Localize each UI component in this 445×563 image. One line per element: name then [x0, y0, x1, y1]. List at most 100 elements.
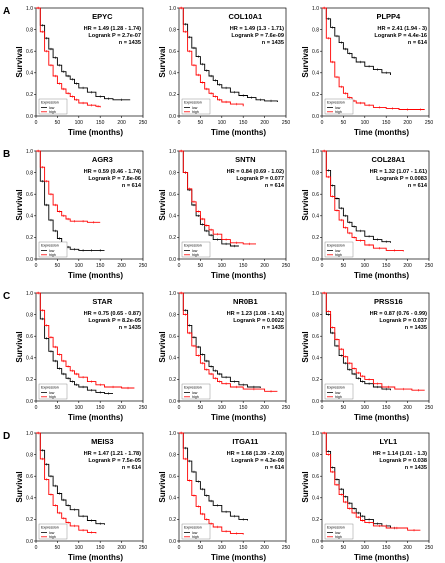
y-tick-label: 0.0	[26, 539, 33, 545]
x-tick-label: 0	[35, 545, 38, 551]
legend-box	[38, 523, 68, 540]
x-tick-label: 0	[321, 263, 324, 269]
survival-curve-low	[322, 150, 391, 243]
y-tick-label: 0.6	[169, 49, 176, 55]
km-plot-lyl1: 0 50 100 150 200 250 0.0 0.2 0.4 0.6 0.8 1.0 Time (m…	[301, 431, 433, 562]
x-tick-label: 100	[218, 405, 227, 411]
y-tick-label: 0.2	[312, 377, 319, 383]
plot-frame	[178, 292, 287, 402]
km-plot-agr3: 0 50 100 150 200 250 0.0 0.2 0.4 0.6 0.8 1.0 Time (m…	[15, 149, 147, 280]
hazard-ratio: HR = 1.68 (1.39 - 2.03)	[227, 451, 285, 457]
hazard-ratio: HR = 1.49 (1.3 - 1.71)	[230, 26, 284, 32]
y-tick-label: 0.2	[169, 377, 176, 383]
x-tick-label: 250	[139, 545, 148, 551]
y-tick-label: 0.6	[26, 474, 33, 480]
y-tick-label: 0.2	[26, 235, 33, 241]
x-tick-label: 0	[35, 120, 38, 126]
legend-label-high: high	[49, 535, 56, 539]
x-tick-label: 0	[321, 545, 324, 551]
hazard-ratio: HR = 1.32 (1.07 - 1.61)	[370, 169, 428, 175]
y-axis-label: Survival	[158, 189, 167, 220]
x-axis-label: Time (months)	[354, 553, 409, 562]
y-tick-label: 0.2	[26, 517, 33, 523]
legend-box	[38, 383, 68, 400]
y-axis-label: Survival	[158, 46, 167, 77]
survival-curve-low	[36, 292, 113, 394]
sample-count: n = 614	[265, 465, 285, 471]
sample-count: n = 614	[408, 183, 428, 189]
x-tick-label: 50	[341, 120, 347, 126]
x-axis-label: Time (months)	[211, 413, 266, 422]
legend-title: Expression	[184, 386, 202, 390]
sample-count: n = 1435	[262, 325, 284, 331]
y-tick-label: 0.6	[169, 474, 176, 480]
survival-curve-low	[36, 7, 131, 101]
y-tick-label: 1.0	[312, 291, 319, 297]
legend-box	[324, 98, 354, 115]
x-tick-label: 250	[139, 405, 148, 411]
y-axis-label: Survival	[158, 331, 167, 362]
legend-title: Expression	[41, 101, 59, 105]
legend-label-low: low	[335, 249, 341, 253]
logrank-p: Logrank P = 0.0083	[376, 176, 427, 182]
y-axis-label: Survival	[301, 471, 310, 502]
x-tick-label: 50	[198, 263, 204, 269]
x-tick-label: 250	[139, 120, 148, 126]
y-tick-label: 1.0	[26, 291, 33, 297]
x-tick-label: 250	[282, 405, 291, 411]
x-axis-label: Time (months)	[211, 128, 266, 137]
gene-title: ITGA11	[232, 437, 258, 446]
plot-frame	[35, 150, 144, 260]
survival-curve-low	[179, 150, 239, 247]
hazard-ratio: HR = 0.87 (0.76 - 0.99)	[370, 311, 428, 317]
survival-curve-low	[322, 432, 399, 529]
y-tick-label: 0.4	[312, 356, 319, 362]
x-tick-label: 150	[382, 405, 391, 411]
legend-box	[181, 241, 211, 258]
hazard-ratio: HR = 1.23 (1.08 - 1.41)	[227, 311, 285, 317]
y-tick-label: 1.0	[169, 149, 176, 155]
y-tick-label: 0.2	[169, 235, 176, 241]
x-tick-label: 150	[239, 263, 248, 269]
plot-frame	[35, 432, 144, 542]
y-tick-label: 0.8	[26, 170, 33, 176]
legend-label-high: high	[49, 110, 56, 114]
hazard-ratio: HR = 0.84 (0.69 - 1.02)	[227, 169, 285, 175]
legend-label-low: low	[335, 531, 341, 535]
x-tick-label: 50	[341, 405, 347, 411]
y-axis-label: Survival	[15, 46, 24, 77]
x-tick-label: 150	[96, 545, 105, 551]
x-tick-label: 150	[239, 120, 248, 126]
y-tick-label: 0.0	[26, 399, 33, 405]
logrank-p: Logrank P = 0.0022	[233, 318, 284, 324]
x-tick-label: 0	[321, 120, 324, 126]
km-plot-nr0b1: 0 50 100 150 200 250 0.0 0.2 0.4 0.6 0.8 1.0 Time (m…	[158, 291, 291, 422]
legend-label-low: low	[192, 391, 198, 395]
legend-label-high: high	[192, 395, 199, 399]
x-axis-label: Time (months)	[354, 413, 409, 422]
sample-count: n = 1435	[262, 40, 284, 46]
y-tick-label: 1.0	[312, 149, 319, 155]
sample-count: n = 614	[265, 183, 285, 189]
y-tick-label: 0.8	[169, 312, 176, 318]
x-tick-label: 150	[382, 545, 391, 551]
legend-label-low: low	[192, 249, 198, 253]
legend-title: Expression	[41, 244, 59, 248]
x-tick-label: 150	[382, 120, 391, 126]
plot-frame	[321, 150, 430, 260]
x-tick-label: 50	[341, 263, 347, 269]
km-plot-col28a1: 0 50 100 150 200 250 0.0 0.2 0.4 0.6 0.8 1.0 Time (m…	[301, 149, 433, 280]
y-tick-label: 0.2	[312, 517, 319, 523]
x-tick-label: 200	[117, 545, 126, 551]
x-tick-label: 50	[198, 545, 204, 551]
x-axis-label: Time (months)	[354, 271, 409, 280]
y-tick-label: 0.8	[312, 170, 319, 176]
x-tick-label: 200	[260, 405, 269, 411]
panel-letter-d: D	[3, 431, 11, 442]
hazard-ratio: HR = 1.47 (1.21 - 1.78)	[84, 451, 142, 457]
gene-title: EPYC	[92, 12, 113, 21]
y-tick-label: 1.0	[169, 431, 176, 437]
x-tick-label: 0	[321, 405, 324, 411]
survival-curve-high	[322, 150, 404, 252]
sample-count: n = 614	[122, 183, 142, 189]
